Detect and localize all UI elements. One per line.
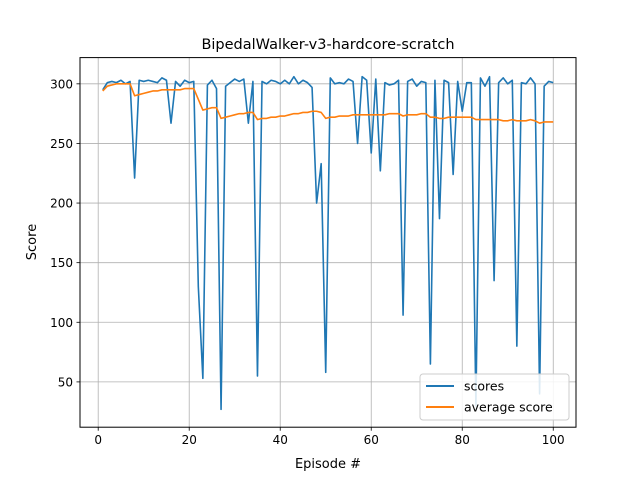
y-tick-label: 150 [50,256,73,270]
x-axis-ticks: 0 20 40 60 80 100 [94,427,565,447]
y-axis-label: Score [25,224,40,260]
legend-label-average: average score [464,400,553,415]
x-tick-label: 60 [364,433,379,447]
x-tick-label: 40 [273,433,288,447]
legend-label-scores: scores [464,379,504,394]
y-tick-label: 100 [50,316,73,330]
y-tick-label: 50 [58,375,73,389]
y-axis-ticks: 50 100 150 200 250 300 [50,77,80,389]
x-tick-label: 100 [542,433,565,447]
series-line-scores [102,75,554,411]
y-tick-label: 300 [50,77,73,91]
series-line-average-score [102,83,554,124]
x-tick-label: 80 [455,433,470,447]
x-tick-label: 20 [182,433,197,447]
series-lines [102,75,554,411]
plot-frame [79,57,577,428]
y-tick-label: 250 [50,137,73,151]
legend: scores average score [419,373,570,421]
x-tick-label: 0 [94,433,102,447]
legend-box [419,373,570,421]
x-axis-label: Episode # [295,457,361,472]
chart-title: BipedalWalker-v3-hardcore-scratch [201,37,454,53]
y-tick-label: 200 [50,197,73,211]
